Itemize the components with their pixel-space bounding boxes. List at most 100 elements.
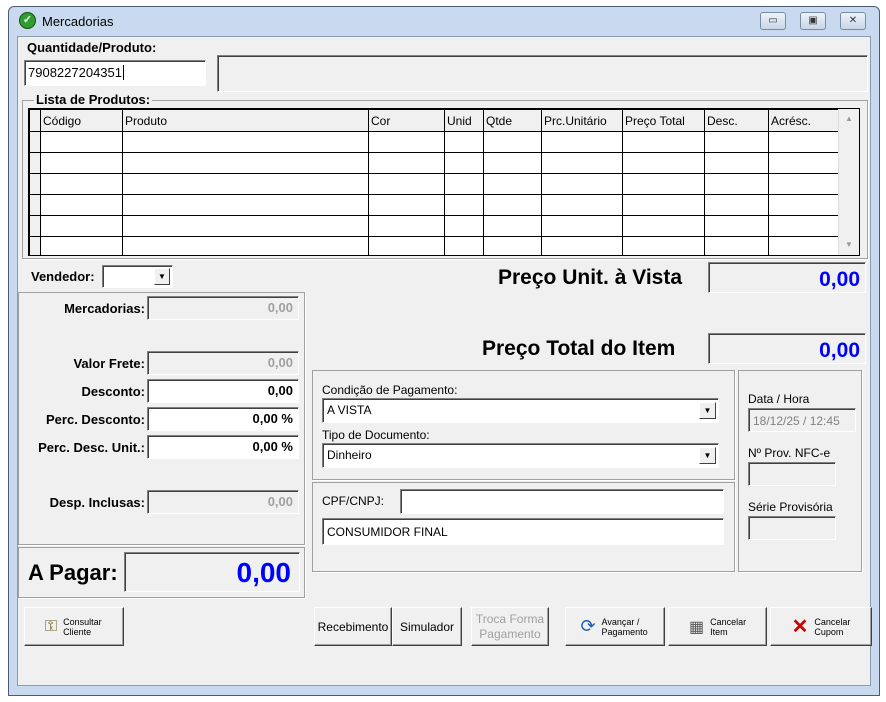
table-cell[interactable] (122, 215, 369, 237)
table-cell[interactable] (40, 236, 123, 255)
table-cell[interactable] (122, 131, 369, 153)
table-cell[interactable] (368, 194, 445, 216)
table-cell[interactable] (40, 131, 123, 153)
table-cell[interactable] (40, 152, 123, 174)
table-cell[interactable] (768, 215, 840, 237)
table-cell[interactable] (622, 236, 705, 255)
column-header[interactable]: Código (40, 109, 123, 132)
table-row[interactable] (29, 194, 840, 216)
table-cell[interactable] (704, 236, 769, 255)
customer-name-field[interactable]: CONSUMIDOR FINAL (322, 518, 724, 545)
column-header[interactable]: Prc.Unitário (541, 109, 623, 132)
recebimento-button[interactable]: Recebimento (314, 607, 392, 646)
table-cell[interactable] (768, 131, 840, 153)
column-header[interactable]: Qtde (483, 109, 542, 132)
table-cell[interactable] (541, 215, 623, 237)
table-cell[interactable] (541, 194, 623, 216)
scroll-up-icon[interactable]: ▲ (845, 114, 853, 123)
table-cell[interactable] (368, 152, 445, 174)
table-cell[interactable] (483, 131, 542, 153)
table-cell[interactable] (704, 173, 769, 195)
table-cell[interactable] (768, 194, 840, 216)
payment-condition-select[interactable]: A VISTA ▼ (322, 398, 719, 423)
chevron-down-icon[interactable]: ▼ (154, 268, 170, 285)
chevron-down-icon[interactable]: ▼ (699, 402, 716, 419)
mercadorias-label: Mercadorias: (64, 301, 145, 316)
table-cell[interactable] (622, 215, 705, 237)
table-cell[interactable] (444, 215, 484, 237)
table-cell[interactable] (368, 131, 445, 153)
table-cell[interactable] (704, 215, 769, 237)
table-cell[interactable] (704, 194, 769, 216)
close-button[interactable]: ✕ (840, 12, 866, 30)
table-cell[interactable] (368, 236, 445, 255)
cpf-input[interactable] (400, 489, 724, 514)
table-cell[interactable] (483, 236, 542, 255)
avancar-pagamento-button[interactable]: ⟳ Avançar / Pagamento (565, 607, 665, 646)
document-type-select[interactable]: Dinheiro ▼ (322, 443, 719, 468)
product-description-display (217, 55, 868, 92)
table-cell[interactable] (704, 131, 769, 153)
table-cell[interactable] (368, 215, 445, 237)
quantity-product-input[interactable]: 7908227204351 (24, 60, 206, 86)
table-row[interactable] (29, 236, 840, 255)
cancelar-item-button[interactable]: ▦ Cancelar Item (668, 607, 767, 646)
table-cell[interactable] (622, 194, 705, 216)
column-header[interactable]: Unid (444, 109, 484, 132)
table-cell[interactable] (768, 152, 840, 174)
table-cell[interactable] (768, 173, 840, 195)
table-cell[interactable] (541, 131, 623, 153)
product-grid[interactable]: Código Produto Cor Unid Qtde Prc.Unitário Preç… (28, 108, 860, 256)
table-row[interactable] (29, 173, 840, 195)
table-cell[interactable] (622, 173, 705, 195)
column-header[interactable]: Acrésc. (768, 109, 840, 132)
table-cell[interactable] (483, 173, 542, 195)
table-cell[interactable] (40, 173, 123, 195)
column-header[interactable]: Desc. (704, 109, 769, 132)
table-cell[interactable] (444, 131, 484, 153)
column-header[interactable]: Cor (368, 109, 445, 132)
table-cell[interactable] (40, 194, 123, 216)
table-cell[interactable] (483, 152, 542, 174)
maximize-button[interactable]: ▣ (800, 12, 826, 30)
column-header[interactable]: Produto (122, 109, 369, 132)
table-cell[interactable] (122, 236, 369, 255)
minimize-button[interactable]: ▭ (760, 12, 786, 30)
troca-forma-pagamento-button[interactable]: Troca Forma Pagamento (471, 607, 549, 646)
column-header[interactable]: Preço Total (622, 109, 705, 132)
desconto-field[interactable]: 0,00 (147, 379, 299, 403)
cancelar-cupom-button[interactable]: ✕ Cancelar Cupom (770, 607, 872, 646)
chevron-down-icon[interactable]: ▼ (699, 447, 716, 464)
table-cell[interactable] (541, 173, 623, 195)
table-cell[interactable] (704, 152, 769, 174)
grid-scrollbar[interactable]: ▲ ▼ (838, 109, 859, 255)
datetime-value: 18/12/25 / 12:45 (748, 408, 856, 432)
table-cell[interactable] (622, 152, 705, 174)
table-row[interactable] (29, 131, 840, 153)
table-cell[interactable] (768, 236, 840, 255)
table-cell[interactable] (444, 194, 484, 216)
table-cell[interactable] (541, 236, 623, 255)
vendedor-select[interactable]: ▼ (102, 265, 173, 288)
table-cell[interactable] (483, 194, 542, 216)
consultar-cliente-button[interactable]: ⚿ Consultar Cliente (24, 607, 124, 646)
table-row[interactable] (29, 152, 840, 174)
table-cell[interactable] (483, 215, 542, 237)
table-cell[interactable] (444, 173, 484, 195)
table-cell[interactable] (444, 236, 484, 255)
perc_desc_unit-field[interactable]: 0,00 % (147, 435, 299, 459)
a-pagar-value: 0,00 (124, 552, 300, 592)
table-cell[interactable] (122, 152, 369, 174)
perc_desconto-field[interactable]: 0,00 % (147, 407, 299, 431)
table-cell[interactable] (444, 152, 484, 174)
table-cell[interactable] (122, 173, 369, 195)
table-cell[interactable] (541, 152, 623, 174)
table-cell[interactable] (40, 215, 123, 237)
scroll-down-icon[interactable]: ▼ (845, 240, 853, 249)
table-cell[interactable] (622, 131, 705, 153)
table-cell[interactable] (368, 173, 445, 195)
keys-icon: ⚿ (44, 617, 58, 635)
table-cell[interactable] (122, 194, 369, 216)
simulador-button[interactable]: Simulador (392, 607, 462, 646)
table-row[interactable] (29, 215, 840, 237)
